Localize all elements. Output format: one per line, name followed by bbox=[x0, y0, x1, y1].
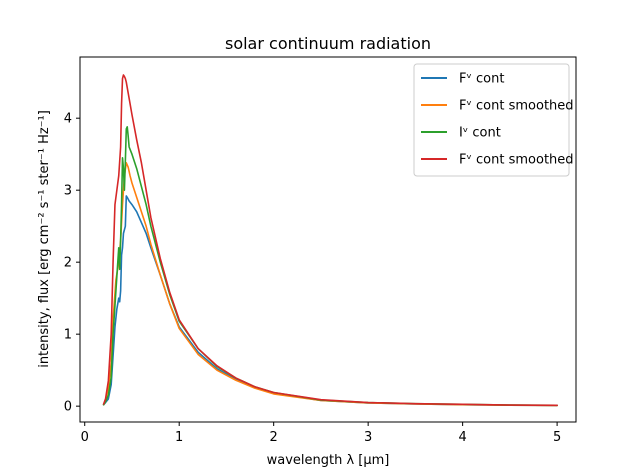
x-ticks: 0 1 2 3 4 5 bbox=[81, 422, 561, 445]
legend-label-4: Fᵛ cont smoothed bbox=[459, 153, 574, 168]
x-tick-label: 3 bbox=[364, 430, 372, 445]
x-tick-label: 5 bbox=[553, 430, 561, 445]
legend-label-2: Fᵛ cont smoothed bbox=[459, 99, 574, 114]
x-tick-label: 0 bbox=[81, 430, 89, 445]
x-axis-label: wavelength λ [μm] bbox=[267, 453, 390, 468]
legend-label-1: Fᵛ cont bbox=[459, 72, 504, 87]
legend: Fᵛ cont Fᵛ cont smoothed Iᵛ cont Fᵛ cont sm… bbox=[413, 63, 574, 177]
y-ticks: 0 1 2 3 4 bbox=[64, 112, 80, 415]
y-tick-label: 2 bbox=[64, 256, 72, 271]
y-tick-label: 3 bbox=[64, 184, 72, 199]
x-tick-label: 4 bbox=[458, 430, 466, 445]
legend-entries: Fᵛ cont Fᵛ cont smoothed Iᵛ cont Fᵛ cont sm… bbox=[421, 72, 574, 168]
legend-label-3: Iᵛ cont bbox=[459, 126, 501, 141]
legend-box bbox=[413, 63, 570, 177]
y-tick-label: 1 bbox=[64, 328, 72, 343]
x-tick-label: 2 bbox=[270, 430, 278, 445]
series-line-4 bbox=[102, 74, 558, 407]
plot-area bbox=[79, 56, 577, 423]
y-tick-label: 4 bbox=[64, 112, 72, 127]
y-axis-label: intensity, flux [erg cm⁻² s⁻¹ ster⁻¹ Hz⁻… bbox=[37, 110, 52, 368]
y-tick-label: 0 bbox=[64, 400, 72, 415]
chart-title: solar continuum radiation bbox=[225, 34, 431, 53]
x-tick-label: 1 bbox=[175, 430, 183, 445]
axes-frame bbox=[79, 56, 577, 423]
series-lines bbox=[102, 74, 558, 407]
